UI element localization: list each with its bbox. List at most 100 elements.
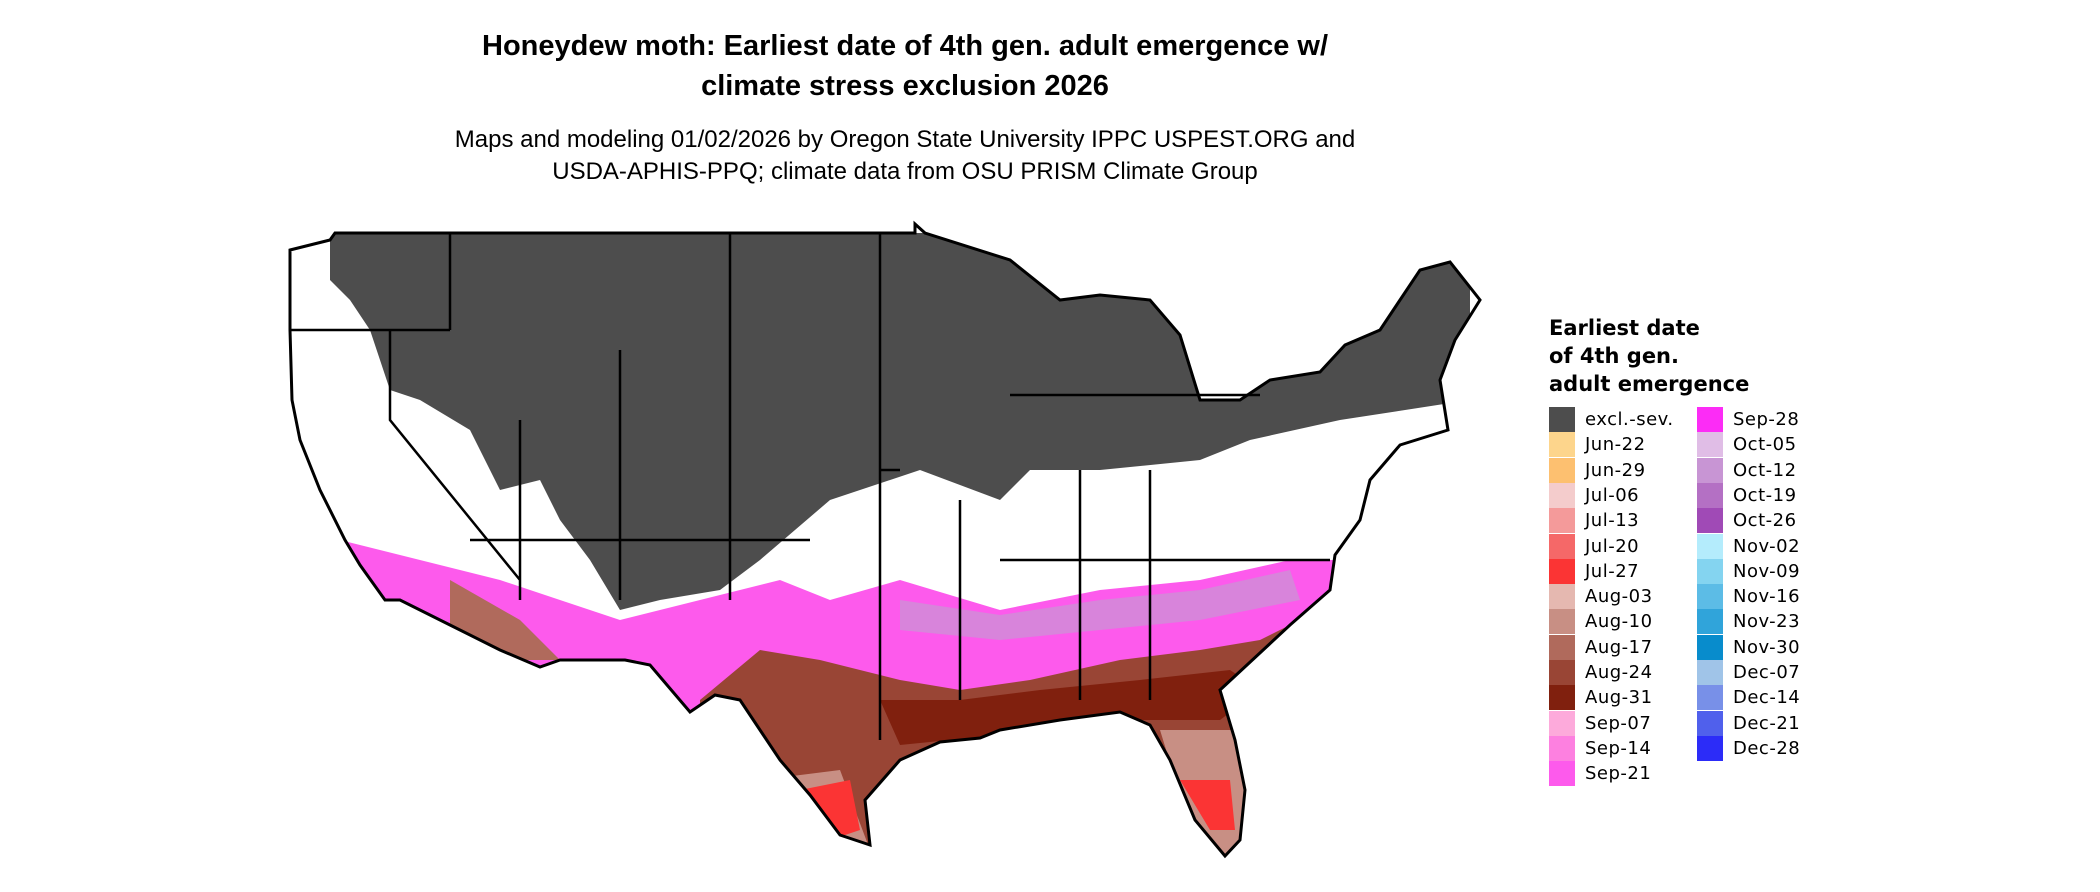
region-jul-red — [800, 780, 1235, 840]
legend-swatch — [1549, 735, 1575, 761]
legend-item: Aug-24 — [1549, 660, 1653, 685]
legend-label: Jul-27 — [1585, 560, 1640, 582]
legend-swatch — [1549, 457, 1575, 483]
legend-swatch — [1697, 634, 1723, 660]
legend-item: Jul-13 — [1549, 508, 1640, 534]
legend-label: Dec-07 — [1733, 662, 1801, 683]
legend-swatch — [1697, 482, 1723, 508]
legend-item: Jul-06 — [1549, 482, 1640, 508]
legend-label: Jul-13 — [1585, 510, 1640, 532]
legend-swatch — [1697, 508, 1723, 534]
legend-swatch — [1549, 558, 1575, 584]
legend-label: Sep-14 — [1585, 737, 1652, 759]
legend-swatch — [1549, 685, 1575, 711]
legend-item: Nov-02 — [1697, 533, 1801, 559]
legend-label: Sep-07 — [1585, 712, 1652, 734]
legend-swatch — [1697, 710, 1723, 736]
legend-item: Dec-07 — [1697, 660, 1800, 685]
legend-swatch — [1549, 609, 1575, 635]
legend-label: Dec-21 — [1733, 712, 1801, 734]
legend-label: Nov-16 — [1733, 586, 1801, 608]
legend-label: Jul-06 — [1585, 484, 1640, 506]
legend-label: Jun-29 — [1585, 459, 1646, 481]
legend-label: Nov-02 — [1733, 535, 1801, 557]
legend-swatch — [1549, 407, 1575, 432]
legend-swatch — [1549, 508, 1575, 534]
legend-label: Oct-26 — [1733, 510, 1797, 532]
map-title-line2: climate stress exclusion 2026 — [701, 70, 1109, 102]
legend-item: Nov-16 — [1697, 584, 1801, 610]
legend-item: Nov-09 — [1697, 558, 1801, 584]
legend-label: Jun-22 — [1585, 434, 1646, 456]
legend-label: Aug-31 — [1585, 687, 1653, 709]
legend-item: Oct-05 — [1697, 432, 1797, 458]
legend-label: Jul-20 — [1585, 535, 1640, 557]
legend-item: Sep-07 — [1549, 710, 1652, 736]
legend-swatch — [1549, 533, 1575, 559]
legend-item: Nov-30 — [1697, 634, 1801, 660]
legend-item: Oct-19 — [1697, 482, 1797, 508]
legend-swatch — [1549, 634, 1575, 660]
region-oct-lavender — [900, 570, 1300, 640]
legend-label: Aug-17 — [1585, 636, 1653, 658]
legend-label: Sep-21 — [1585, 763, 1652, 785]
legend-label: Nov-30 — [1733, 636, 1801, 658]
legend-item: Aug-31 — [1549, 685, 1653, 711]
legend-item: Dec-21 — [1697, 710, 1801, 736]
legend-label: Sep-28 — [1733, 409, 1800, 430]
legend-swatch — [1697, 660, 1723, 685]
legend-label: Dec-14 — [1733, 687, 1801, 709]
legend-swatch — [1549, 710, 1575, 736]
legend-label: Oct-19 — [1733, 484, 1797, 506]
legend-item: Sep-14 — [1549, 735, 1652, 761]
legend-swatch — [1697, 533, 1723, 559]
legend-label: Aug-10 — [1585, 611, 1653, 633]
legend-item: Oct-26 — [1697, 508, 1797, 534]
legend-item: Jun-22 — [1549, 432, 1646, 458]
legend-swatch — [1549, 432, 1575, 458]
legend-label: Oct-12 — [1733, 459, 1797, 481]
legend-swatch — [1549, 761, 1575, 787]
legend-label: Aug-03 — [1585, 586, 1653, 608]
legend-label: excl.-sev. — [1585, 409, 1674, 430]
map-subtitle-line2: USDA-APHIS-PPQ; climate data from OSU PR… — [552, 158, 1258, 185]
legend-label: Nov-23 — [1733, 611, 1801, 633]
state-borders — [290, 233, 1330, 740]
legend-swatch — [1697, 609, 1723, 635]
legend-item: Dec-14 — [1697, 685, 1801, 711]
region-aug-31 — [880, 670, 1260, 745]
legend-title-line: of 4th gen. — [1549, 344, 1679, 368]
legend-swatch — [1697, 558, 1723, 584]
legend-title: Earliest date of 4th gen. adult emergenc… — [1549, 314, 1749, 398]
legend-item: Sep-21 — [1549, 761, 1652, 787]
legend-item: Sep-28 — [1697, 407, 1799, 432]
legend-swatch — [1697, 457, 1723, 483]
map-subtitle-line1: Maps and modeling 01/02/2026 by Oregon S… — [454, 126, 1356, 153]
map-title-line1: Honeydew moth: Earliest date of 4th gen.… — [482, 30, 1328, 62]
legend-item: Aug-10 — [1549, 609, 1653, 635]
legend-item: Nov-23 — [1697, 609, 1801, 635]
legend-title-line: adult emergence — [1549, 372, 1750, 396]
legend-swatch — [1549, 482, 1575, 508]
legend-item: Aug-03 — [1549, 584, 1653, 610]
legend-label: Aug-24 — [1585, 662, 1653, 683]
legend-item: Aug-17 — [1549, 634, 1653, 660]
legend-item: Dec-28 — [1697, 735, 1801, 761]
legend-swatch — [1697, 407, 1723, 432]
legend-swatch — [1549, 660, 1575, 685]
legend-item: Oct-12 — [1697, 457, 1797, 483]
legend-item: Jun-29 — [1549, 457, 1646, 483]
legend-swatch — [1697, 685, 1723, 711]
legend-label: Nov-09 — [1733, 560, 1801, 582]
legend-swatch — [1549, 584, 1575, 610]
legend-swatch — [1697, 584, 1723, 610]
legend-label: Dec-28 — [1733, 737, 1801, 759]
legend-item: excl.-sev. — [1549, 407, 1674, 432]
legend-item: Jul-20 — [1549, 533, 1640, 559]
legend-label: Oct-05 — [1733, 434, 1797, 456]
legend-swatch — [1697, 735, 1723, 761]
legend-title-line: Earliest date — [1549, 316, 1700, 340]
legend-swatch — [1697, 432, 1723, 458]
legend-item: Jul-27 — [1549, 558, 1640, 584]
